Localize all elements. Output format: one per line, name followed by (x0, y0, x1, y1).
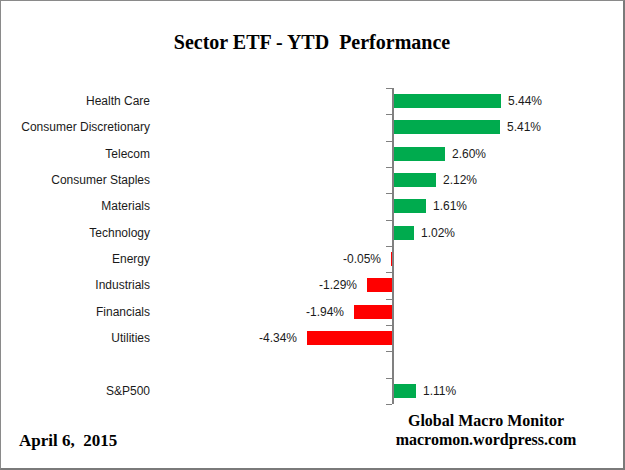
bar-telecom (394, 147, 445, 161)
axis-tick (386, 299, 392, 300)
value-label-industrials: -1.29% (319, 278, 357, 292)
value-label-health-care: 5.44% (508, 94, 542, 108)
value-label-energy: -0.05% (343, 252, 381, 266)
value-label-utilities: -4.34% (259, 331, 297, 345)
axis-tick (386, 378, 392, 379)
category-label-health-care: Health Care (86, 94, 150, 108)
y-axis-line (392, 88, 394, 404)
axis-tick (386, 325, 392, 326)
bar-technology (394, 226, 414, 240)
category-label-materials: Materials (101, 199, 150, 213)
bar-utilities (307, 331, 392, 345)
bar-consumer-staples (394, 173, 436, 187)
axis-tick (386, 404, 392, 405)
axis-tick (386, 141, 392, 142)
value-label-financials: -1.94% (306, 305, 344, 319)
value-label-s-p500: 1.11% (423, 384, 456, 398)
category-label-energy: Energy (112, 252, 150, 266)
category-label-consumer-discretionary: Consumer Discretionary (21, 120, 150, 134)
category-label-technology: Technology (89, 226, 150, 240)
category-label-financials: Financials (96, 305, 150, 319)
chart-figure: Sector ETF - YTD Performance Health Care… (0, 0, 625, 470)
axis-tick (386, 114, 392, 115)
credit-line-2: macromon.wordpress.com (386, 430, 586, 449)
value-label-consumer-discretionary: 5.41% (507, 120, 541, 134)
axis-tick (386, 246, 392, 247)
credit-line-1: Global Macro Monitor (386, 411, 586, 430)
bar-materials (394, 199, 426, 213)
bar-health-care (394, 94, 501, 108)
value-label-telecom: 2.60% (452, 147, 486, 161)
date-note: April 6, 2015 (19, 431, 117, 451)
axis-tick (386, 220, 392, 221)
axis-tick (386, 351, 392, 352)
credit-block: Global Macro Monitor macromon.wordpress.… (386, 411, 586, 449)
value-label-consumer-staples: 2.12% (443, 173, 477, 187)
value-label-technology: 1.02% (421, 226, 455, 240)
category-label-consumer-staples: Consumer Staples (51, 173, 150, 187)
category-label-utilities: Utilities (111, 331, 150, 345)
value-label-materials: 1.61% (433, 199, 467, 213)
axis-tick (386, 167, 392, 168)
bar-energy (391, 252, 392, 266)
bar-financials (354, 305, 392, 319)
bar-industrials (367, 278, 392, 292)
category-label-telecom: Telecom (105, 147, 150, 161)
axis-tick (386, 272, 392, 273)
bar-consumer-discretionary (394, 120, 500, 134)
category-label-industrials: Industrials (95, 278, 150, 292)
axis-tick (386, 193, 392, 194)
axis-tick (386, 88, 392, 89)
chart-title: Sector ETF - YTD Performance (1, 31, 623, 54)
bar-s-p500 (394, 384, 416, 398)
category-label-s-p500: S&P500 (106, 384, 150, 398)
